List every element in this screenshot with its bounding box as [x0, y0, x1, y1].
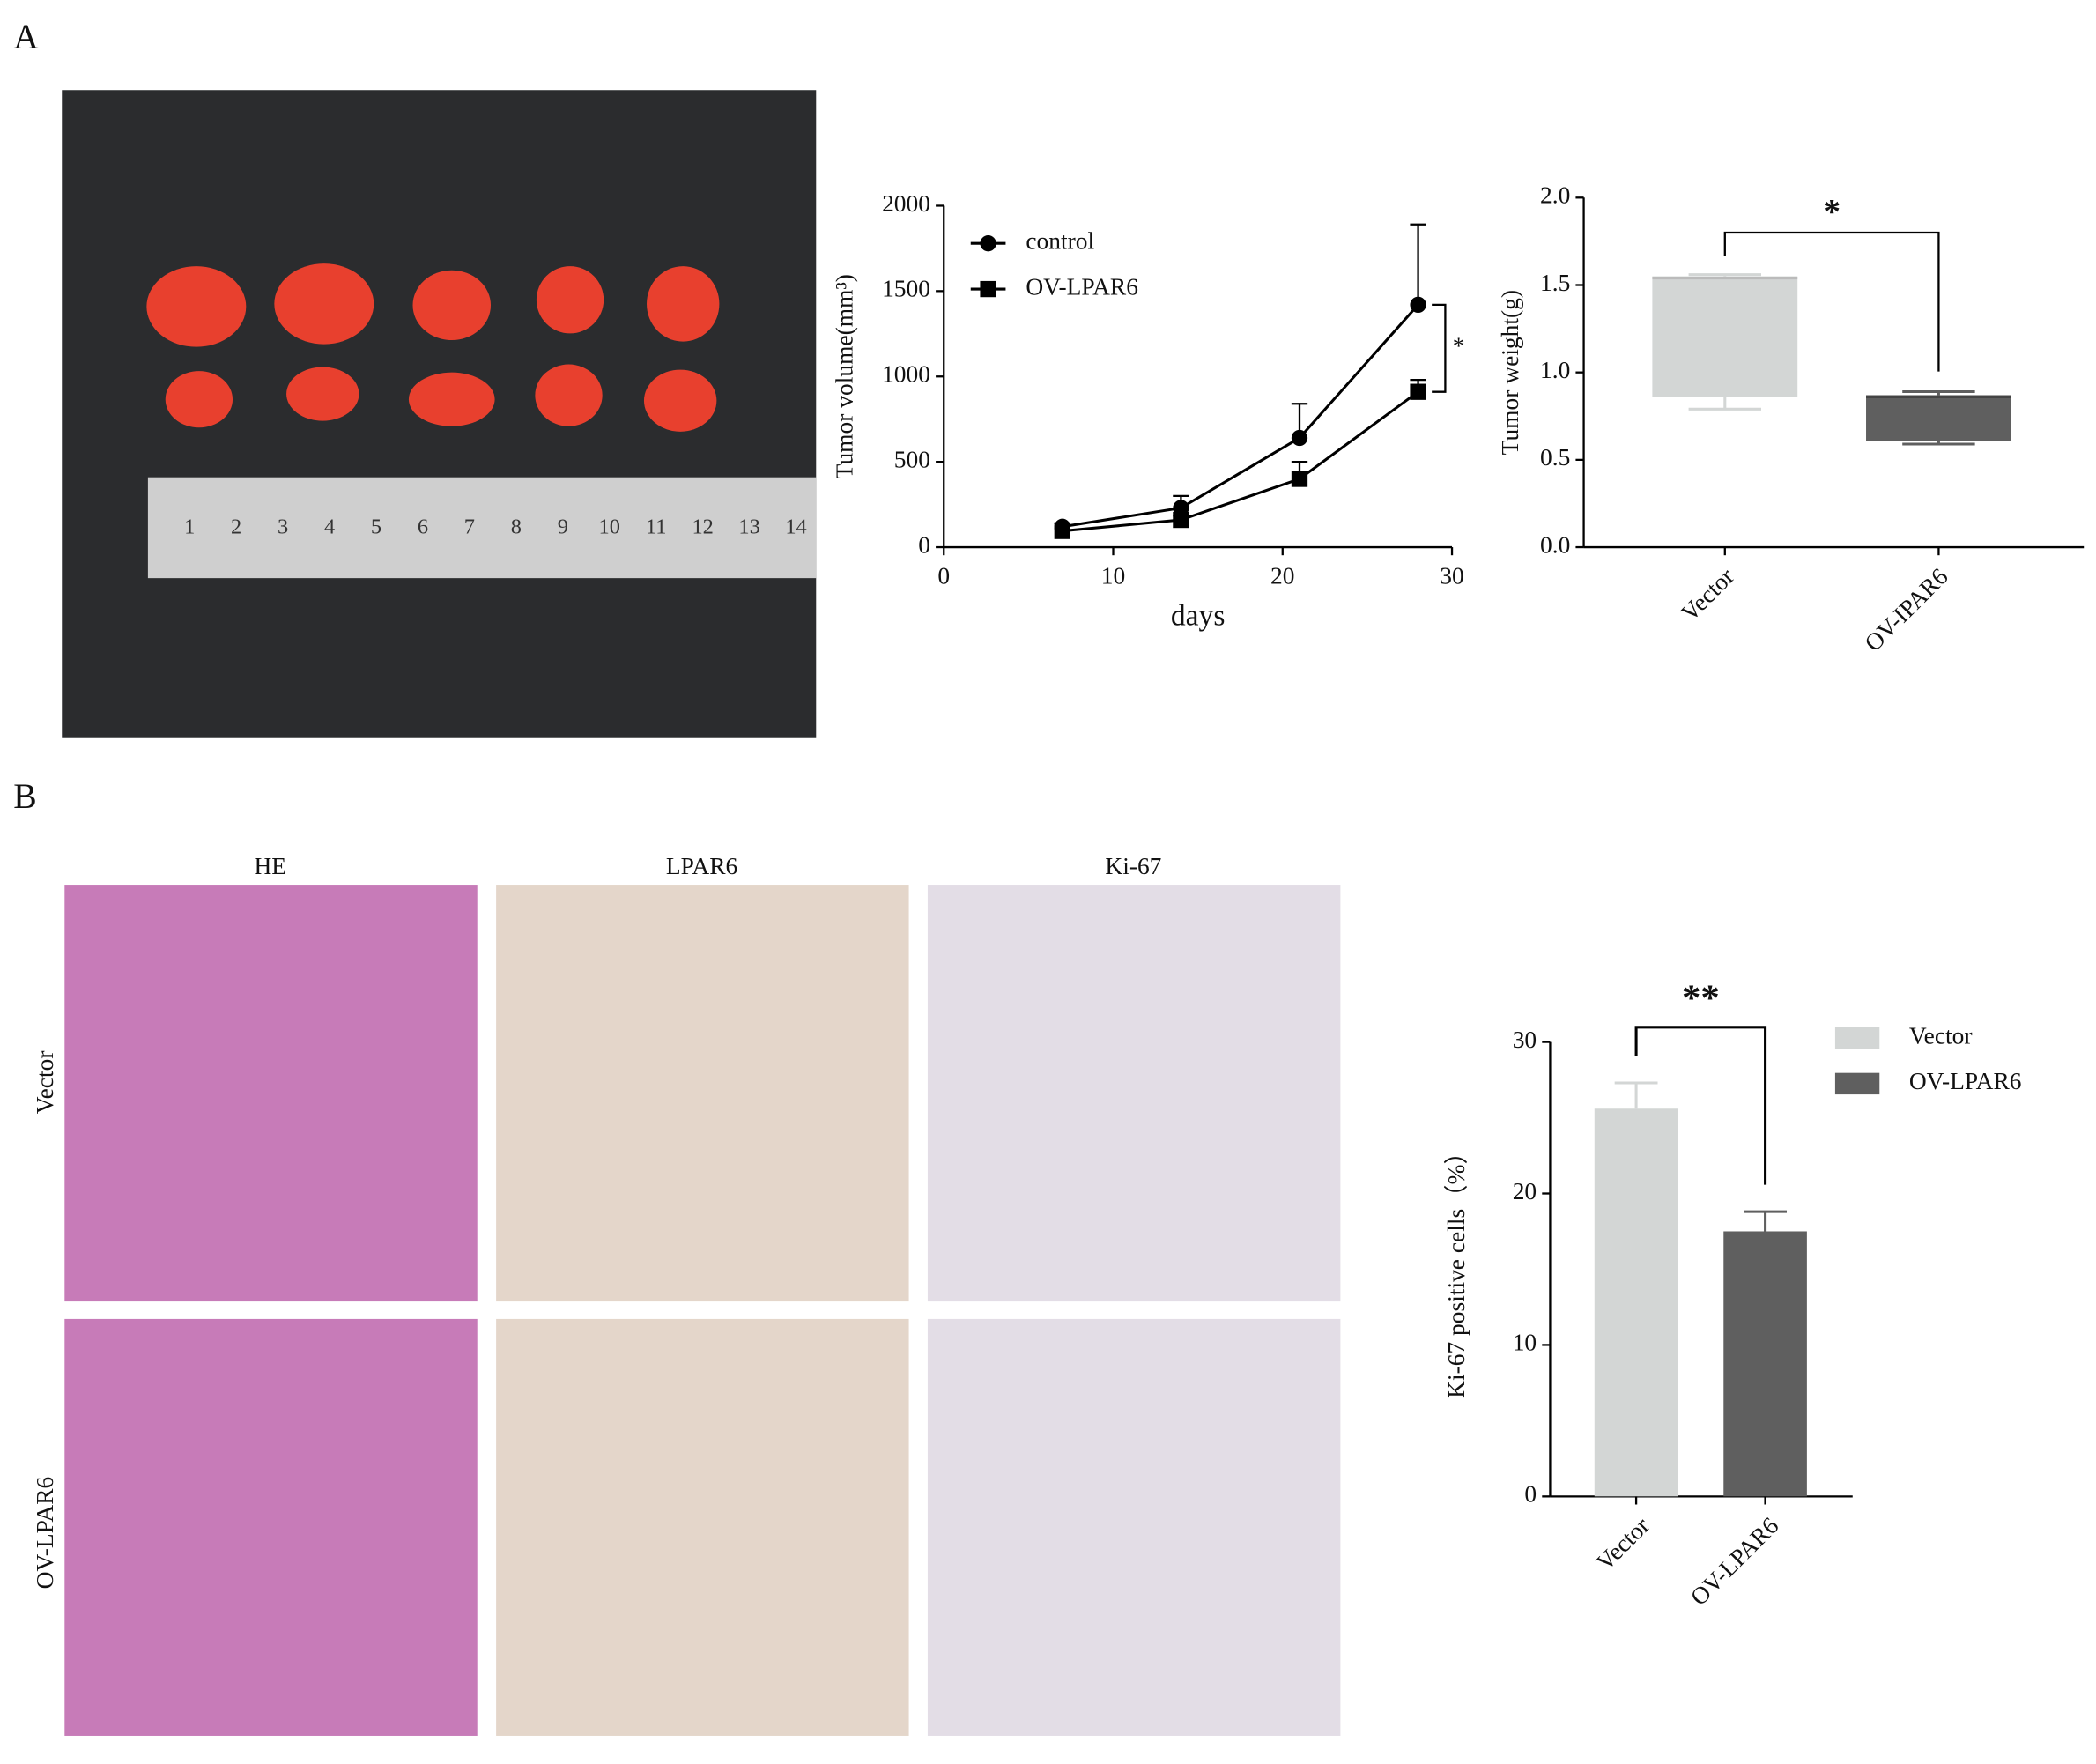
- ruler-label: 9: [558, 515, 568, 538]
- ihc-image: [64, 1318, 478, 1736]
- ruler-label: 7: [464, 515, 475, 538]
- legend-swatch: [1834, 1072, 1880, 1095]
- annotation: *: [1453, 333, 1465, 359]
- ruler-label: 14: [785, 515, 806, 538]
- y-tick-label: 500: [894, 446, 930, 472]
- legend-label: OV-LPAR6: [1026, 273, 1138, 300]
- y-tick-label: 1.0: [1540, 357, 1570, 383]
- marker: [1410, 296, 1426, 314]
- marker: [1410, 383, 1426, 400]
- ruler-label: 3: [278, 515, 288, 538]
- x-tick-label: 30: [1440, 562, 1463, 589]
- marker: [1173, 511, 1189, 529]
- column-label: HE: [254, 853, 286, 879]
- ihc-image: [927, 1318, 1341, 1736]
- row-label: Vector: [27, 248, 54, 312]
- x-tick-label: Vector: [1591, 1512, 1655, 1575]
- box: [1866, 395, 2011, 441]
- y-tick-label: 1000: [882, 361, 930, 388]
- series-line: [1062, 390, 1419, 533]
- column-label: Ki-67: [1105, 853, 1161, 879]
- y-tick-label: 1.5: [1540, 270, 1570, 296]
- x-tick-label: OV-LPAR6: [1685, 1512, 1783, 1610]
- y-tick-label: 30: [1513, 1027, 1537, 1053]
- annotation: **: [1682, 978, 1720, 1019]
- error-bar: [1744, 1210, 1787, 1232]
- bar: [1723, 1231, 1807, 1497]
- significance-bracket: [1634, 1026, 1767, 1185]
- ruler: [147, 477, 817, 579]
- ruler-label: 12: [692, 515, 713, 538]
- marker: [1291, 471, 1308, 487]
- marker: [1054, 523, 1070, 539]
- ruler-label: 5: [371, 515, 381, 538]
- ruler-label: 13: [738, 515, 759, 538]
- series-line: [1062, 303, 1419, 529]
- box: [1652, 276, 1798, 397]
- row-label: Vector: [32, 1051, 58, 1115]
- row-label: OV-LPAR6: [32, 1477, 58, 1590]
- legend-swatch: [1834, 1027, 1880, 1049]
- y-tick-label: 2000: [882, 190, 930, 217]
- ihc-image: [64, 885, 478, 1302]
- ruler-label: 1: [184, 515, 195, 538]
- row-label: OV-LPAR6: [27, 374, 54, 486]
- ruler-label: 11: [646, 515, 667, 538]
- tumors: [146, 263, 720, 432]
- x-tick-label: Vector: [1676, 563, 1739, 626]
- x-tick-label: 10: [1101, 562, 1125, 589]
- x-tick-label: 20: [1270, 562, 1294, 589]
- legend-label: Vector: [1909, 1022, 1973, 1049]
- legend-marker: [980, 235, 996, 252]
- y-tick-label: 1500: [882, 276, 930, 302]
- ihc-image: [927, 885, 1341, 1302]
- y-tick-label: 2.0: [1540, 182, 1570, 209]
- x-tick-label: 0: [937, 562, 950, 589]
- bar: [1594, 1108, 1678, 1497]
- marker: [1291, 429, 1308, 447]
- ihc-image: [496, 1318, 909, 1736]
- legend-marker: [980, 280, 996, 298]
- ruler-label: 2: [231, 515, 241, 538]
- ruler-label: 10: [599, 515, 620, 538]
- y-tick-label: 10: [1513, 1330, 1537, 1356]
- legend-label: control: [1026, 227, 1094, 254]
- x-tick-label: OV-IPAR6: [1860, 563, 1953, 656]
- annotation: *: [1823, 192, 1840, 231]
- y-tick-label: 0: [1524, 1481, 1537, 1508]
- ihc-image: [496, 885, 909, 1302]
- y-tick-label: 20: [1513, 1178, 1537, 1204]
- error-bar: [1410, 223, 1426, 305]
- y-tick-label: 0: [918, 531, 930, 558]
- y-axis-label: Tumor volume(mm³): [832, 274, 858, 478]
- y-tick-label: 0.5: [1540, 444, 1570, 471]
- x-axis-label: days: [1171, 600, 1226, 633]
- y-axis-label: Tumor weight(g): [1497, 290, 1523, 455]
- y-tick-label: 0.0: [1540, 531, 1570, 558]
- error-bar: [1614, 1081, 1658, 1109]
- legend-label: OV-LPAR6: [1909, 1068, 2022, 1094]
- significance-bracket: [1432, 303, 1447, 393]
- y-axis-label: Ki-67 positive cells（%）: [1443, 1140, 1470, 1398]
- column-label: LPAR6: [666, 853, 737, 879]
- panel-label: A: [13, 18, 39, 56]
- significance-bracket: [1723, 231, 1940, 372]
- panel-label: B: [13, 777, 36, 816]
- ruler-label: 6: [418, 515, 428, 538]
- ruler-label: 4: [324, 515, 335, 538]
- ruler-label: 8: [511, 515, 522, 538]
